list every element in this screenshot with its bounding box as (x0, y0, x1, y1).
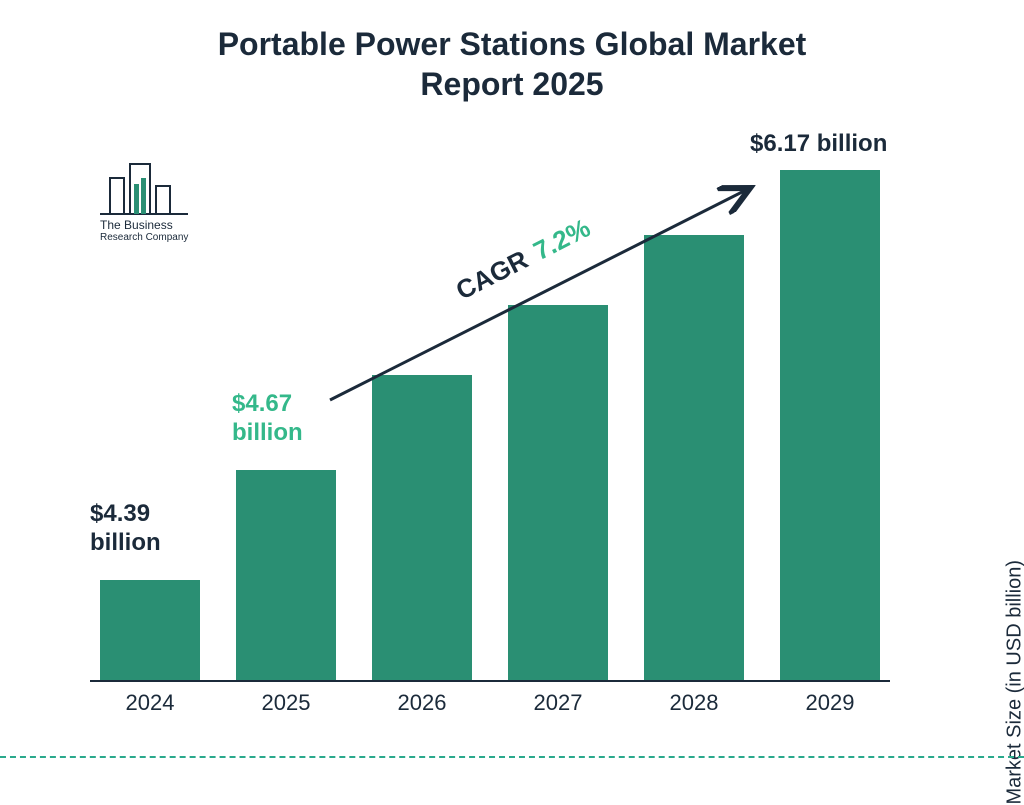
chart-container: Portable Power Stations Global Market Re… (0, 0, 1024, 768)
trend-arrow (0, 0, 1024, 768)
footer-dashed-line (0, 756, 1024, 758)
